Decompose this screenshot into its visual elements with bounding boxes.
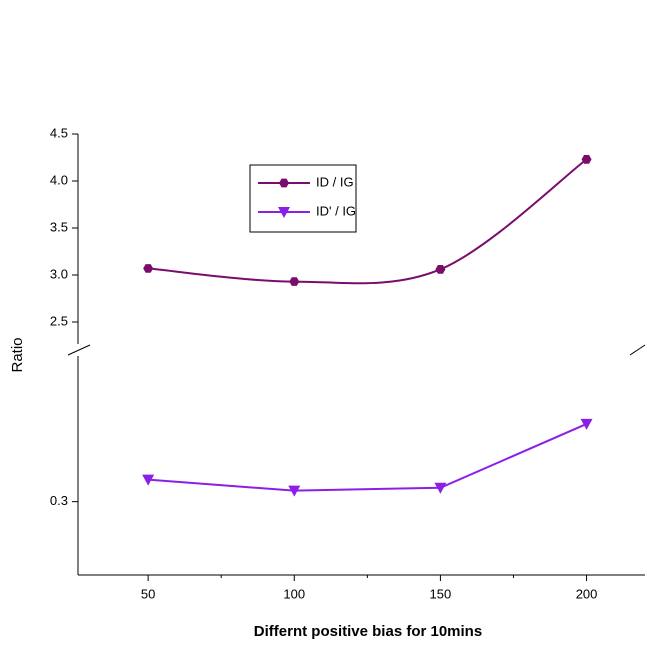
x-tick-label: 100 [283, 586, 305, 601]
x-tick-label: 150 [430, 586, 452, 601]
data-point [143, 264, 153, 273]
axis-break [68, 345, 90, 355]
legend-label: ID' / IG [316, 203, 356, 218]
y-axis-title: Ratio [9, 337, 26, 372]
data-point [581, 419, 593, 430]
y-tick-label: 4.0 [50, 172, 68, 187]
y-tick-label: 0.3 [50, 493, 68, 508]
y-tick-label: 3.5 [50, 219, 68, 234]
axis-break [630, 345, 645, 355]
y-tick-label: 2.5 [50, 313, 68, 328]
y-tick-label: 3.0 [50, 266, 68, 281]
legend-label: ID / IG [316, 174, 354, 189]
series-line [148, 424, 586, 491]
x-tick-label: 50 [141, 586, 155, 601]
x-axis-title: Differnt positive bias for 10mins [254, 623, 482, 640]
y-tick-label: 4.5 [50, 125, 68, 140]
data-point [435, 265, 445, 274]
x-tick-label: 200 [576, 586, 598, 601]
data-point [289, 277, 299, 286]
chart: Differnt positive bias for 10mins Ratio … [0, 0, 647, 646]
series-line [148, 159, 586, 283]
